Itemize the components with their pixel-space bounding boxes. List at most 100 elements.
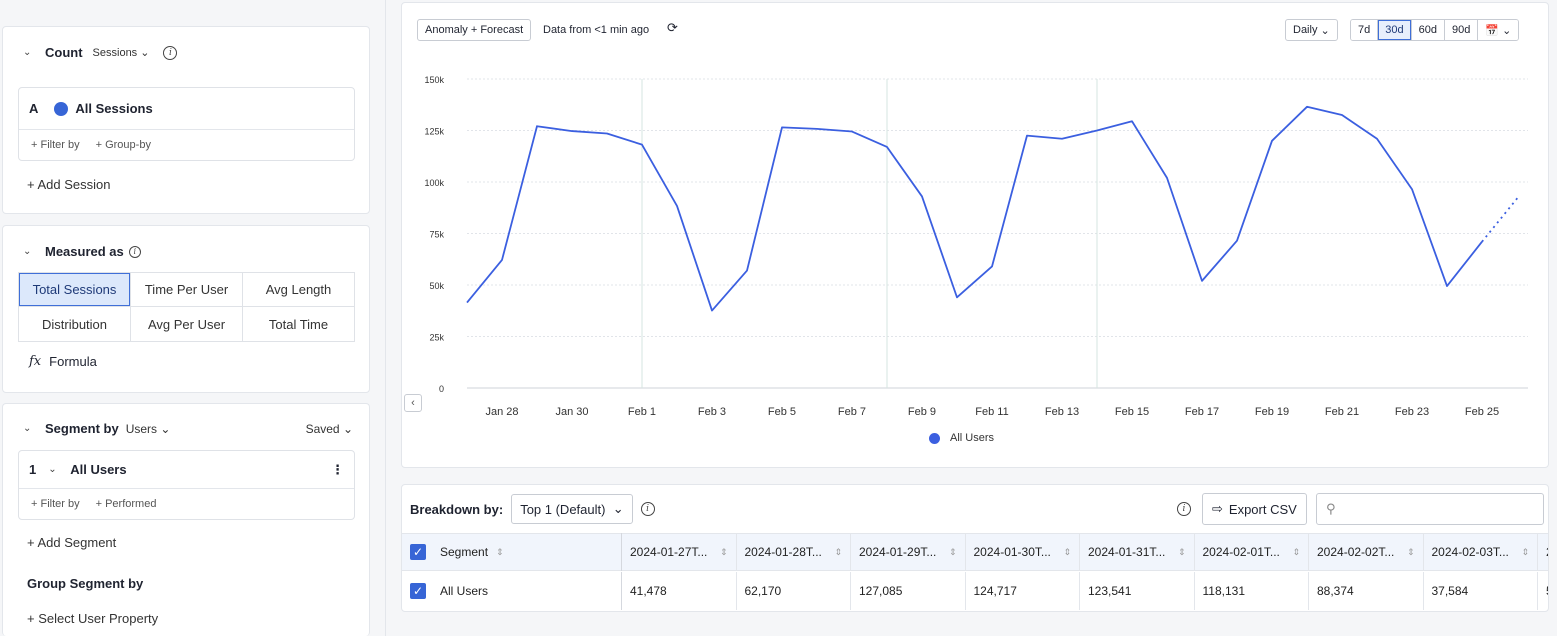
formula-button[interactable]: fx Formula: [29, 354, 97, 369]
breakdown-card: Breakdown by: Top 1 (Default) ⌄ i i ⇨ Ex…: [401, 484, 1549, 612]
x-tick-label: Feb 13: [1045, 406, 1079, 418]
more-vertical-icon[interactable]: ⋮: [331, 461, 344, 477]
metric-select[interactable]: Sessions ⌄: [92, 47, 150, 59]
date-column-header[interactable]: 2024-01-30T... ⇕: [966, 533, 1080, 571]
date-column-header[interactable]: 2024-01-29T... ⇕: [851, 533, 966, 571]
segment-index: 1: [29, 462, 37, 477]
export-csv-button[interactable]: ⇨ Export CSV: [1202, 493, 1307, 525]
legend-dot: [929, 432, 940, 444]
refresh-icon[interactable]: ⟳: [667, 20, 678, 35]
chevron-down-icon: ⌄: [1320, 24, 1330, 37]
sort-icon: ⇕: [1406, 546, 1415, 557]
x-tick-label: Feb 23: [1395, 406, 1429, 418]
collapse-chevron-icon[interactable]: ⌄: [23, 47, 32, 58]
legend-label[interactable]: All Users: [950, 432, 995, 444]
x-tick-label: Jan 30: [555, 406, 588, 418]
chart-legend: All Users: [929, 432, 994, 444]
event-name[interactable]: All Sessions: [75, 101, 153, 116]
row-segment-name: All Users: [432, 572, 622, 610]
select-user-property-link[interactable]: + Select User Property: [27, 611, 159, 626]
info-icon[interactable]: i: [128, 245, 141, 258]
count-title: Count: [45, 45, 83, 60]
option-total-time[interactable]: Total Time: [268, 316, 329, 332]
anomaly-forecast-button[interactable]: Anomaly + Forecast: [417, 19, 532, 41]
x-tick-label: Feb 5: [768, 406, 796, 418]
y-tick-label: 125k: [424, 127, 444, 137]
search-icon: ⚲: [1326, 501, 1336, 516]
measured-title: Measured as: [45, 244, 124, 259]
x-tick-label: Jan 28: [485, 406, 518, 418]
add-session-link[interactable]: + Add Session: [27, 177, 111, 192]
range-30d[interactable]: 30d: [1378, 20, 1412, 40]
chevron-down-icon: ⌄: [140, 47, 150, 59]
x-tick-label: Feb 7: [838, 406, 866, 418]
line-chart: 0 25k 50k 75k 100k 125k 150k Jan 28 Jan 30 Feb 1 F…: [424, 75, 1528, 418]
formula-label: Formula: [49, 354, 97, 369]
group-by-link[interactable]: + Group-by: [95, 139, 151, 151]
scroll-left-button[interactable]: ‹: [404, 394, 422, 412]
chevron-down-icon: ⌄: [160, 421, 171, 436]
calendar-icon: 📅: [1485, 24, 1500, 37]
y-tick-label: 50k: [429, 281, 444, 291]
range-90d[interactable]: 90d: [1444, 20, 1479, 40]
segment-column-header[interactable]: Segment ⇕: [432, 533, 622, 571]
range-60d[interactable]: 60d: [1411, 20, 1445, 40]
option-time-per-user[interactable]: Time Per User: [131, 273, 243, 307]
segment-name[interactable]: All Users: [70, 462, 127, 477]
filter-by-link[interactable]: + Filter by: [31, 139, 80, 151]
saved-select[interactable]: Saved ⌄: [305, 421, 353, 436]
range-7d[interactable]: 7d: [1351, 20, 1379, 40]
select-all-checkbox[interactable]: ✓: [410, 544, 426, 560]
option-avg-per-user[interactable]: Avg Per User: [131, 307, 243, 341]
chevron-down-icon: ⌄: [612, 501, 624, 516]
chart-card: Anomaly + Forecast Data from <1 min ago …: [401, 2, 1549, 468]
date-column-header[interactable]: 2024-02-02T... ⇕: [1309, 533, 1424, 571]
date-column-header[interactable]: 2: [1538, 533, 1548, 571]
table-header-row: [402, 533, 1548, 571]
calendar-button[interactable]: 📅 ⌄: [1478, 20, 1519, 40]
table-cell: 41,478: [622, 572, 737, 610]
date-column-header[interactable]: 2024-01-31T... ⇕: [1080, 533, 1195, 571]
chevron-down-icon: ⌄: [1502, 24, 1512, 37]
option-distribution[interactable]: Distribution: [19, 307, 131, 341]
info-icon[interactable]: i: [1177, 502, 1191, 516]
collapse-chevron-icon[interactable]: ⌄: [23, 246, 32, 257]
x-tick-label: Feb 25: [1465, 406, 1499, 418]
measure-options-grid: Total Sessions Time Per User Avg Length …: [18, 272, 355, 342]
range-selector: 7d 30d 60d 90d 📅 ⌄: [1350, 19, 1520, 41]
y-tick-label: 150k: [424, 75, 444, 85]
sort-icon: ⇕: [1521, 546, 1529, 557]
info-icon[interactable]: i: [640, 502, 655, 516]
sort-icon: ⇕: [834, 546, 842, 557]
y-tick-label: 0: [439, 384, 444, 394]
entity-select[interactable]: Users ⌄: [125, 421, 171, 436]
table-search-input[interactable]: ⚲: [1316, 493, 1544, 525]
query-panel: ⌄ Count Sessions ⌄ i A All Sessions + Fi…: [0, 0, 386, 636]
breakdown-select[interactable]: Top 1 (Default) ⌄: [511, 494, 633, 524]
date-column-header[interactable]: 2024-02-03T... ⇕: [1424, 533, 1538, 571]
date-column-header[interactable]: 2024-01-28T... ⇕: [737, 533, 851, 571]
option-total-sessions[interactable]: Total Sessions: [19, 273, 131, 307]
table-cell: 37,584: [1424, 572, 1538, 610]
sessions-icon: [54, 101, 69, 116]
filter-by-link[interactable]: + Filter by: [31, 498, 80, 510]
info-icon[interactable]: i: [163, 45, 178, 60]
y-tick-label: 75k: [429, 230, 444, 240]
sort-icon: ⇕: [1292, 546, 1300, 557]
row-checkbox[interactable]: ✓: [410, 583, 426, 599]
table-cell: 88,374: [1309, 572, 1424, 610]
interval-select[interactable]: Daily ⌄: [1285, 19, 1338, 41]
forecast-line: [1481, 195, 1520, 243]
date-column-header[interactable]: 2024-02-01T... ⇕: [1195, 533, 1309, 571]
x-tick-label: Feb 19: [1255, 406, 1289, 418]
table-cell: 127,085: [851, 572, 966, 610]
chevron-down-icon[interactable]: ⌄: [48, 464, 57, 475]
sort-icon: ⇕: [1063, 546, 1071, 557]
collapse-chevron-icon[interactable]: ⌄: [23, 423, 32, 434]
option-avg-length[interactable]: Avg Length: [243, 273, 354, 307]
performed-link[interactable]: + Performed: [95, 498, 157, 510]
series-line: [466, 105, 1483, 312]
event-box: A All Sessions + Filter by + Group-by: [18, 87, 355, 161]
add-segment-link[interactable]: + Add Segment: [27, 535, 117, 550]
date-column-header[interactable]: 2024-01-27T... ⇕: [622, 533, 737, 571]
